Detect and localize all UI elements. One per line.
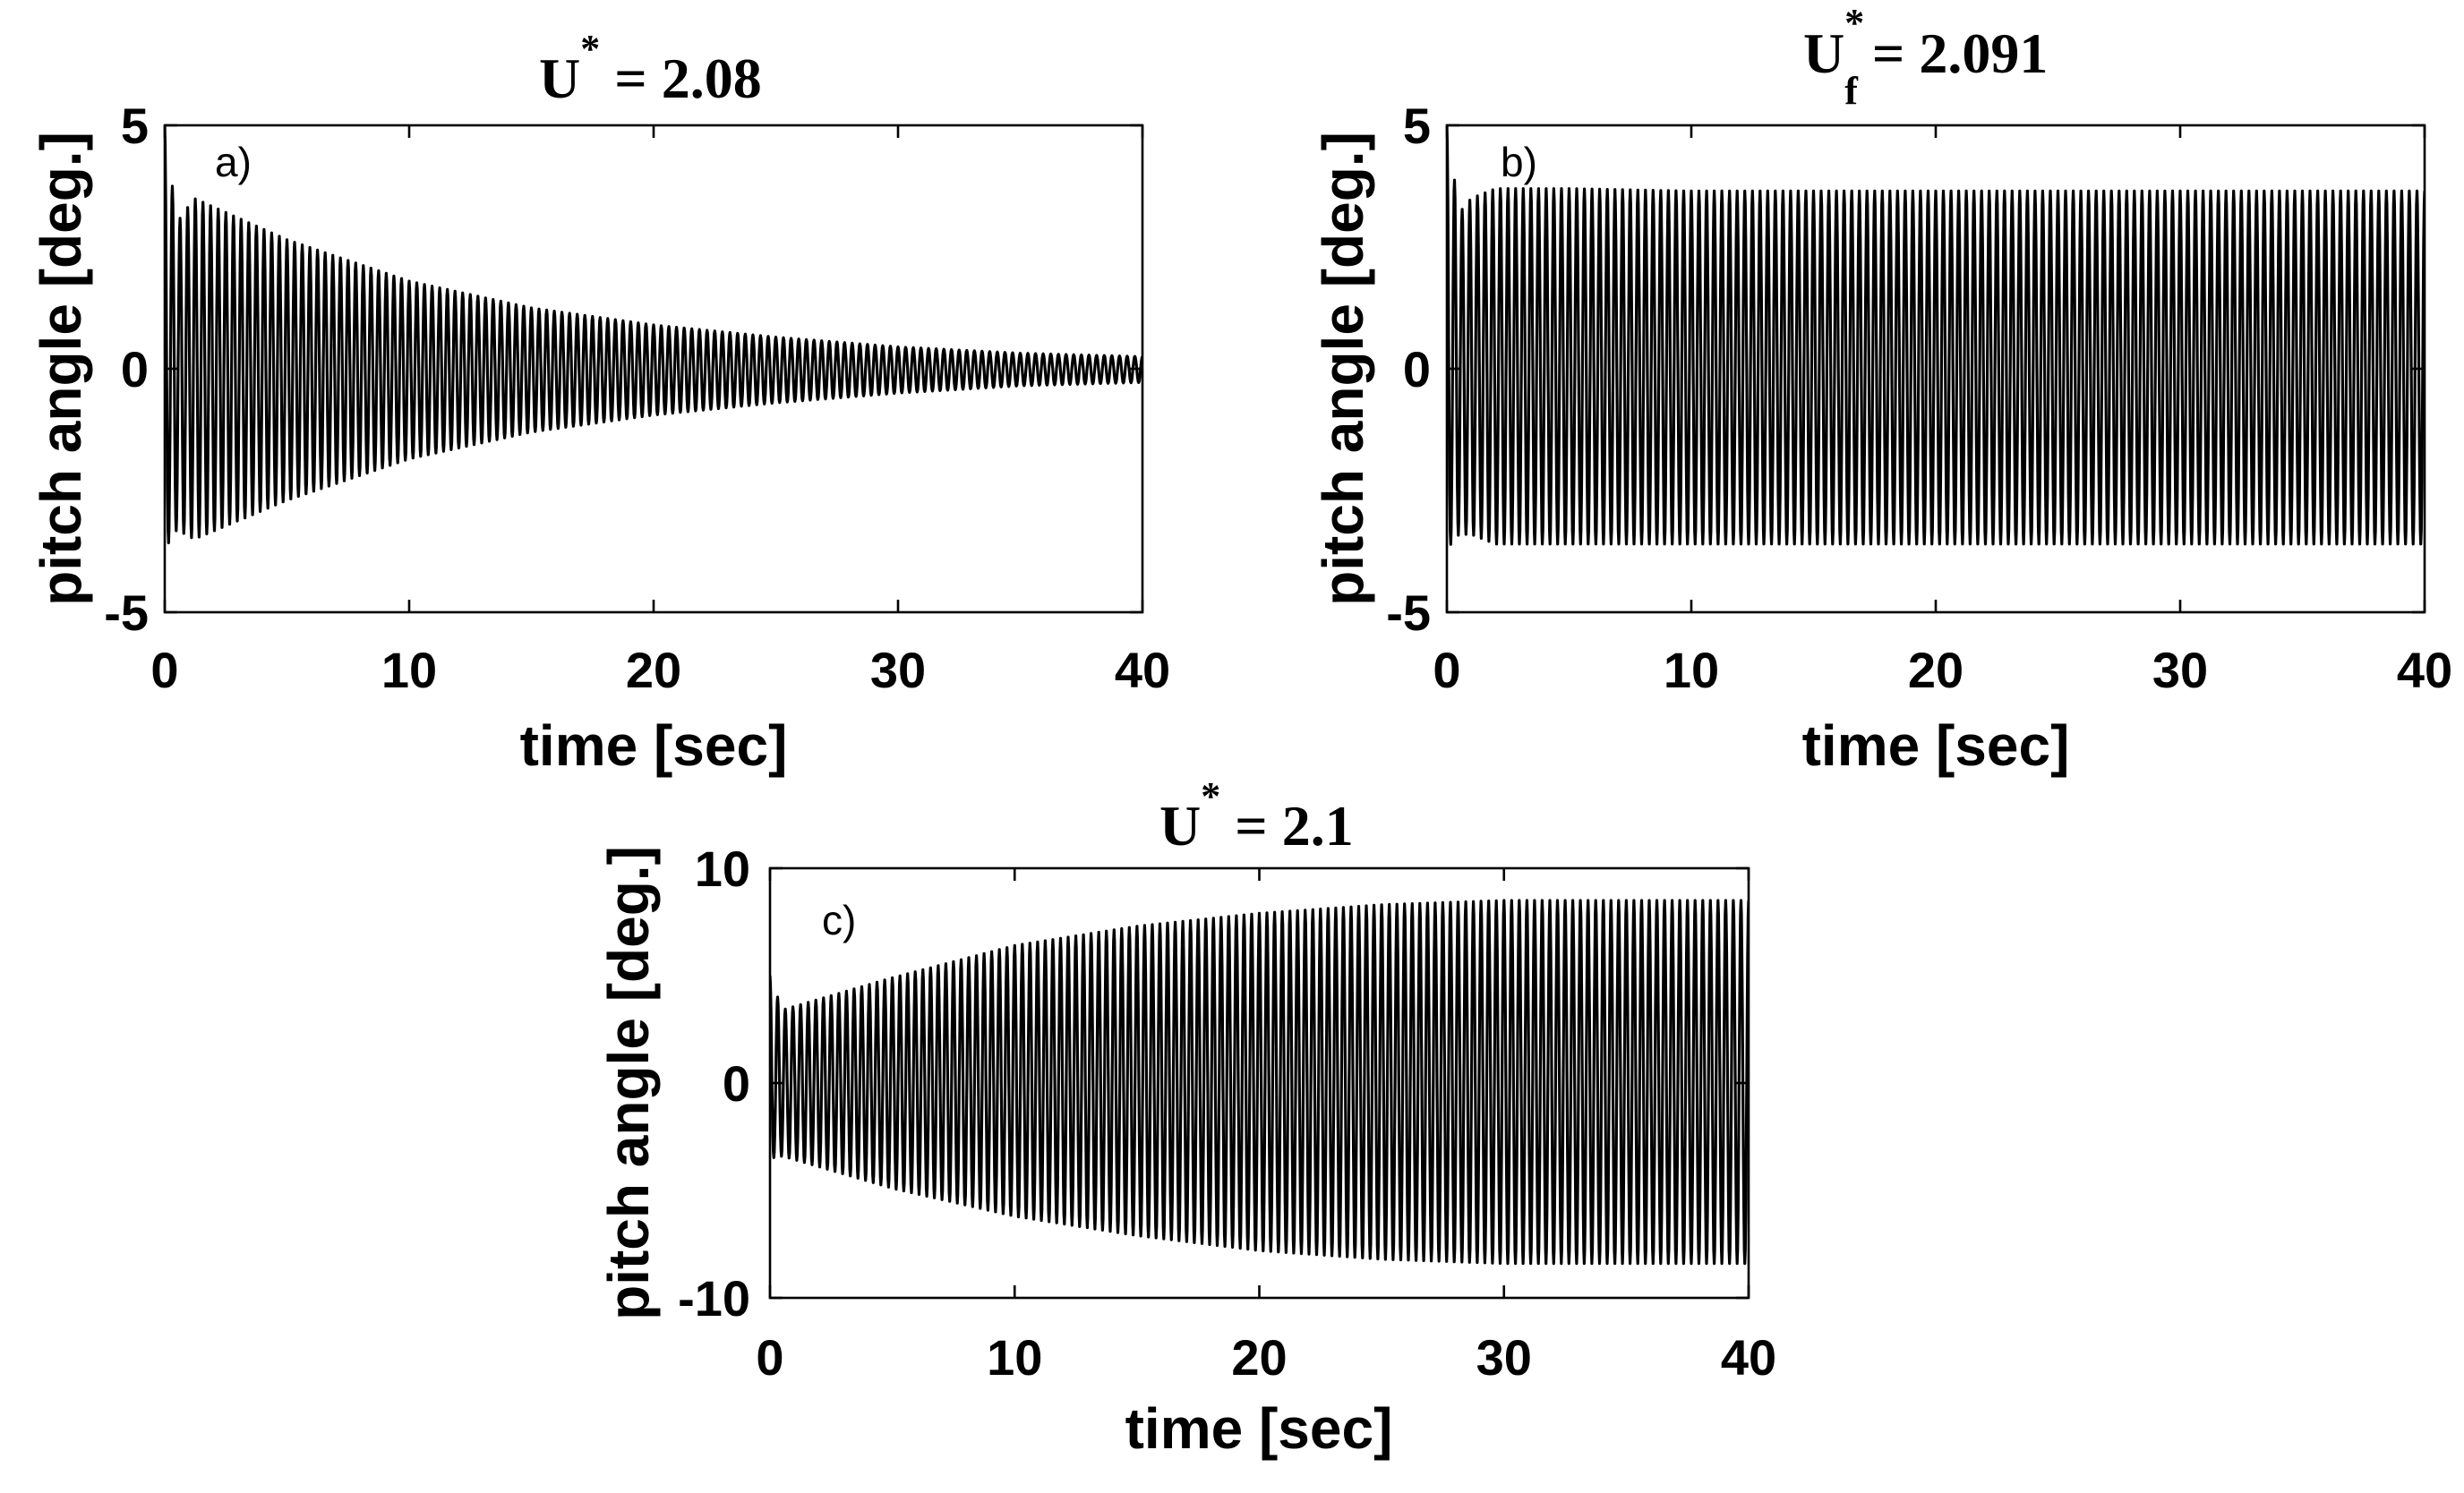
series-line [1447,125,2425,546]
y-axis-label: pitch angle [deg.] [29,132,93,606]
title-superscript: * [1844,1,1864,45]
y-tick-label: 0 [723,1055,750,1112]
x-tick-label: 30 [870,642,926,698]
x-tick-label: 0 [1433,642,1460,698]
x-tick-label: 30 [2152,642,2208,698]
x-tick-label: 0 [756,1329,783,1386]
x-axis-label: time [sec] [1125,1396,1393,1461]
y-tick-label: -5 [1386,584,1431,641]
title-rest: = 2.091 [1858,21,2048,85]
x-tick-label: 10 [1664,642,1719,698]
title-superscript: * [1201,774,1220,818]
title-base: U [1803,21,1844,85]
x-tick-label: 20 [1231,1329,1287,1386]
x-tick-label: 30 [1476,1329,1532,1386]
x-tick-label: 10 [987,1329,1042,1386]
x-tick-label: 40 [1115,642,1170,698]
y-tick-label: 5 [1403,98,1431,154]
chart-a-title: U* = 2.08 [539,27,762,110]
y-tick-label: -5 [104,584,149,641]
x-tick-label: 40 [1721,1329,1776,1386]
title-rest: = 2.08 [600,47,761,110]
x-tick-label: 20 [626,642,681,698]
chart-b-title: U* f = 2.091 [1803,1,2048,113]
series-line [770,899,1749,1266]
y-tick-label: 0 [1403,341,1431,397]
chart-c: U* = 2.1 time [sec] pitch angle [deg.] c… [596,774,1776,1461]
y-axis-label: pitch angle [deg.] [1311,132,1375,606]
x-axis-label: time [sec] [520,713,788,778]
y-axis-label: pitch angle [deg.] [596,846,661,1320]
x-axis-label: time [sec] [1802,713,2070,778]
x-tick-label: 10 [381,642,437,698]
title-rest: = 2.1 [1220,794,1353,857]
y-tick-label: 5 [121,98,149,154]
panel-label: b) [1501,139,1537,185]
x-tick-label: 0 [150,642,178,698]
title-base: U [539,47,580,110]
chart-a: U* = 2.08 time [sec] pitch angle [deg.] … [29,27,1170,778]
chart-b: U* f = 2.091 time [sec] pitch angle [deg.… [1311,1,2452,778]
title-subscript: f [1844,69,1859,113]
chart-c-title: U* = 2.1 [1159,774,1354,857]
y-tick-label: 0 [121,341,149,397]
x-tick-label: 40 [2397,642,2452,698]
y-tick-label: -10 [678,1270,750,1327]
panel-label: a) [215,139,252,185]
y-tick-label: 10 [695,840,750,897]
series-line [165,125,1142,545]
title-base: U [1159,794,1201,857]
x-tick-label: 20 [1908,642,1964,698]
title-superscript: * [580,27,600,71]
panel-label: c) [822,897,856,943]
